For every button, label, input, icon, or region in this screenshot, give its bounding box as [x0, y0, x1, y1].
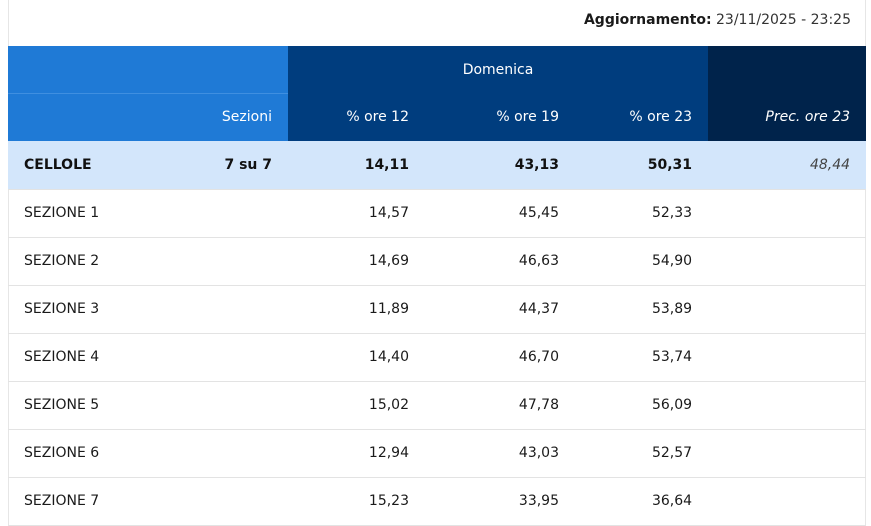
total-ore-12: 14,11	[288, 141, 425, 190]
total-ore-23: 50,31	[575, 141, 709, 190]
row-name: SEZIONE 1	[8, 189, 158, 238]
header-sezioni: Sezioni	[158, 92, 288, 141]
row-ore-23: 52,57	[575, 429, 709, 478]
table-body: CELLOLE 7 su 7 14,11 43,13 50,31 48,44 S…	[8, 141, 867, 526]
row-sections	[158, 237, 288, 286]
row-ore-23: 53,74	[575, 333, 709, 382]
table-row: SEZIONE 1 14,57 45,45 52,33	[8, 189, 867, 238]
row-ore-12: 15,23	[288, 477, 425, 526]
header-row-columns: Sezioni % ore 12 % ore 19 % ore 23 Prec.…	[8, 92, 867, 141]
row-sections	[158, 429, 288, 478]
header-prec-ore-23: Prec. ore 23	[708, 93, 867, 141]
row-prec	[708, 429, 867, 478]
row-ore-19: 47,78	[425, 381, 575, 430]
row-sections	[158, 189, 288, 238]
row-name: SEZIONE 7	[8, 477, 158, 526]
row-ore-19: 33,95	[425, 477, 575, 526]
row-ore-12: 14,57	[288, 189, 425, 238]
row-name: SEZIONE 5	[8, 381, 158, 430]
total-row: CELLOLE 7 su 7 14,11 43,13 50,31 48,44	[8, 141, 867, 190]
row-sections	[158, 333, 288, 382]
row-prec	[708, 381, 867, 430]
total-sections: 7 su 7	[158, 141, 288, 190]
table-row: SEZIONE 7 15,23 33,95 36,64	[8, 477, 867, 526]
row-sections	[158, 477, 288, 526]
table-row: SEZIONE 4 14,40 46,70 53,74	[8, 333, 867, 382]
row-prec	[708, 237, 867, 286]
table-row: SEZIONE 6 12,94 43,03 52,57	[8, 429, 867, 478]
row-ore-12: 12,94	[288, 429, 425, 478]
row-ore-19: 46,63	[425, 237, 575, 286]
row-ore-23: 53,89	[575, 285, 709, 334]
row-ore-19: 46,70	[425, 333, 575, 382]
table-row: SEZIONE 3 11,89 44,37 53,89	[8, 285, 867, 334]
row-sections	[158, 381, 288, 430]
table-row: SEZIONE 2 14,69 46,63 54,90	[8, 237, 867, 286]
row-name: SEZIONE 3	[8, 285, 158, 334]
header-day: Domenica	[288, 46, 709, 93]
header-ore-19: % ore 19	[425, 93, 575, 141]
row-name: SEZIONE 6	[8, 429, 158, 478]
header-ore-12: % ore 12	[288, 93, 425, 141]
total-ore-19: 43,13	[425, 141, 575, 190]
row-ore-23: 52,33	[575, 189, 709, 238]
header-ore-23: % ore 23	[575, 93, 709, 141]
row-prec	[708, 189, 867, 238]
row-name: SEZIONE 4	[8, 333, 158, 382]
row-ore-19: 44,37	[425, 285, 575, 334]
row-prec	[708, 477, 867, 526]
row-ore-12: 15,02	[288, 381, 425, 430]
table-header: Domenica Sezioni % ore 12 % ore 19 % ore…	[8, 46, 867, 141]
row-ore-23: 54,90	[575, 237, 709, 286]
row-ore-19: 43,03	[425, 429, 575, 478]
row-ore-12: 14,40	[288, 333, 425, 382]
update-timestamp: 23/11/2025 - 23:25	[716, 12, 851, 28]
header-prec-blank	[708, 46, 867, 93]
total-prec-ore-23: 48,44	[708, 141, 867, 190]
row-name: SEZIONE 2	[8, 237, 158, 286]
turnout-table: Domenica Sezioni % ore 12 % ore 19 % ore…	[8, 46, 867, 526]
table-row: SEZIONE 5 15,02 47,78 56,09	[8, 381, 867, 430]
update-info: Aggiornamento: 23/11/2025 - 23:25	[584, 12, 851, 28]
row-sections	[158, 285, 288, 334]
header-blank-cell	[8, 46, 288, 93]
row-ore-23: 56,09	[575, 381, 709, 430]
row-ore-19: 45,45	[425, 189, 575, 238]
row-ore-23: 36,64	[575, 477, 709, 526]
row-prec	[708, 285, 867, 334]
header-name-col	[8, 92, 158, 141]
update-label: Aggiornamento:	[583, 12, 712, 28]
row-ore-12: 11,89	[288, 285, 425, 334]
header-row-day: Domenica	[8, 46, 867, 93]
row-ore-12: 14,69	[288, 237, 425, 286]
total-name: CELLOLE	[8, 141, 158, 190]
row-prec	[708, 333, 867, 382]
